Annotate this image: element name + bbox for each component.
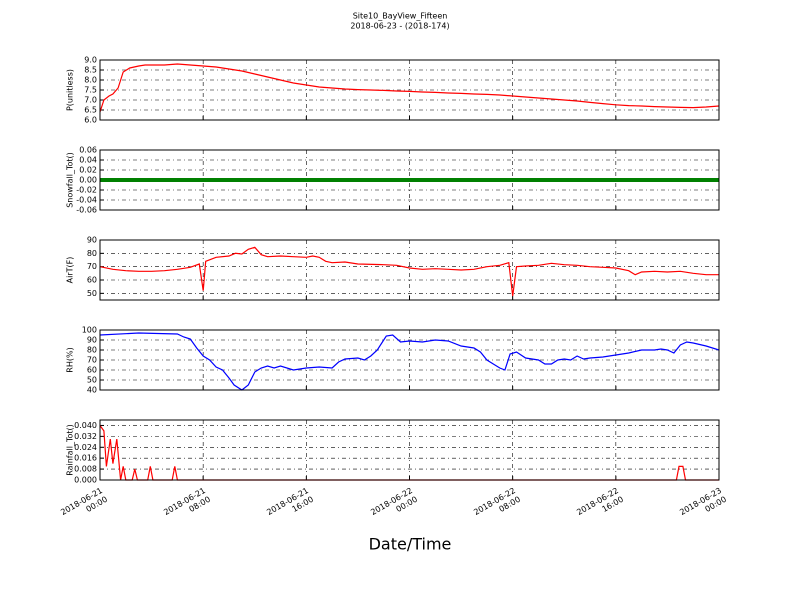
y-tick-label: 0.00 <box>79 176 97 185</box>
panel-frame <box>99 149 720 211</box>
y-tick-label: 60 <box>87 366 97 375</box>
data-line <box>99 246 719 297</box>
y-tick-label: 0.02 <box>79 166 97 175</box>
y-tick-label: 7.5 <box>84 86 97 95</box>
y-tick-label: 6.0 <box>84 116 97 125</box>
y-tick-label: 60 <box>87 276 97 285</box>
y-tick-label: -0.06 <box>76 206 97 215</box>
y-tick-label: -0.04 <box>76 196 97 205</box>
y-tick-label: 0.016 <box>74 454 97 463</box>
data-line <box>99 332 720 391</box>
panel-frame <box>99 239 720 301</box>
y-tick-label: 9.0 <box>84 56 97 65</box>
y-axis-label: Snowfall_Tot() <box>66 152 75 208</box>
y-tick-label: -0.02 <box>76 186 97 195</box>
y-tick-label: 0.040 <box>74 421 97 430</box>
y-tick-label: 80 <box>87 346 97 355</box>
y-tick-label: 40 <box>87 386 97 395</box>
subtitle: 2018-06-23 - (2018-174) <box>350 22 449 31</box>
y-tick-label: 0.008 <box>74 465 97 474</box>
y-tick-label: 100 <box>82 326 97 335</box>
y-tick-label: 50 <box>87 289 97 298</box>
y-tick-label: 0.000 <box>74 476 97 485</box>
y-tick-label: 50 <box>87 376 97 385</box>
panel-frame <box>99 329 720 391</box>
y-tick-label: 6.5 <box>84 106 97 115</box>
y-tick-label: 70 <box>87 262 97 271</box>
y-axis-label: P(unitless) <box>66 69 75 111</box>
y-axis-label: RH(%) <box>66 347 75 372</box>
y-tick-label: 90 <box>87 336 97 345</box>
y-tick-label: 70 <box>87 356 97 365</box>
panel-frame <box>99 419 720 481</box>
y-tick-label: 8.5 <box>84 66 97 75</box>
y-tick-label: 0.06 <box>79 146 97 155</box>
y-tick-label: 0.024 <box>74 443 97 452</box>
y-tick-label: 7.0 <box>84 96 97 105</box>
y-tick-label: 0.032 <box>74 432 97 441</box>
y-axis-label: AirT(F) <box>66 257 75 284</box>
y-tick-label: 80 <box>87 249 97 258</box>
y-tick-label: 90 <box>87 236 97 245</box>
y-tick-label: 0.04 <box>79 156 97 165</box>
x-axis-label: Date/Time <box>369 535 452 554</box>
title: Site10_BayView_Fifteen <box>353 12 448 21</box>
panel-frame <box>99 59 720 121</box>
y-tick-label: 8.0 <box>84 76 97 85</box>
data-line <box>99 63 720 113</box>
y-axis-label: Rainfall_Tot() <box>66 424 75 476</box>
